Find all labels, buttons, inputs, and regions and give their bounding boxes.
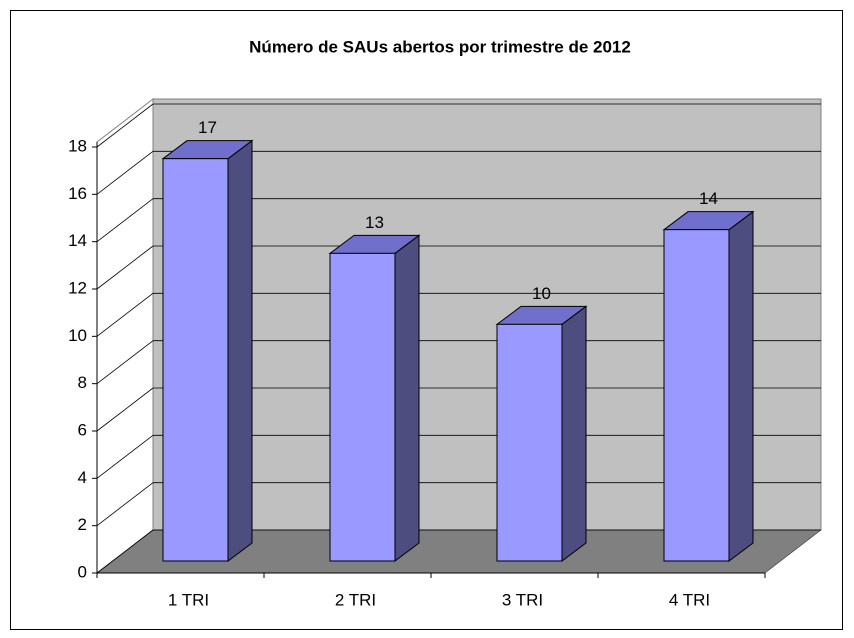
chart-title: Número de SAUs abertos por trimestre de … xyxy=(249,37,631,56)
side-grid-line xyxy=(96,151,154,195)
side-grid-line xyxy=(96,387,154,432)
side-grid-line xyxy=(96,529,154,574)
bar xyxy=(663,229,730,562)
y-tick-label: 14 xyxy=(68,231,87,250)
bar xyxy=(496,323,563,562)
side-grid-line xyxy=(96,482,154,526)
x-tick-label: 2 TRI xyxy=(335,590,376,609)
bar-side xyxy=(561,305,587,562)
y-tick-label: 8 xyxy=(78,373,87,392)
bar-side xyxy=(227,139,253,562)
bar-side xyxy=(728,210,754,562)
side-grid-line xyxy=(96,198,154,242)
side-grid-line xyxy=(96,103,154,148)
y-tick-label: 12 xyxy=(68,278,87,297)
side-wall xyxy=(96,97,154,575)
value-label: 13 xyxy=(365,213,384,232)
side-grid-line xyxy=(96,340,154,384)
value-label: 10 xyxy=(532,284,551,303)
x-tick-label: 1 TRI xyxy=(168,590,209,609)
side-grid-line xyxy=(96,293,154,337)
side-grid-line xyxy=(96,435,154,479)
y-tick-label: 16 xyxy=(68,184,87,203)
side-grid-line xyxy=(96,245,154,290)
x-tick-label: 3 TRI xyxy=(502,590,543,609)
y-tick-label: 4 xyxy=(78,468,87,487)
y-tick-label: 0 xyxy=(78,562,87,581)
y-tick-label: 18 xyxy=(68,136,87,155)
value-label: 17 xyxy=(198,118,217,137)
bar xyxy=(162,158,229,562)
bar-side xyxy=(394,234,420,562)
y-tick-label: 2 xyxy=(78,515,87,534)
value-label: 14 xyxy=(699,189,718,208)
y-tick-label: 6 xyxy=(78,420,87,439)
y-tick-label: 10 xyxy=(68,326,87,345)
bar xyxy=(329,252,396,562)
x-tick-label: 4 TRI xyxy=(669,590,710,609)
